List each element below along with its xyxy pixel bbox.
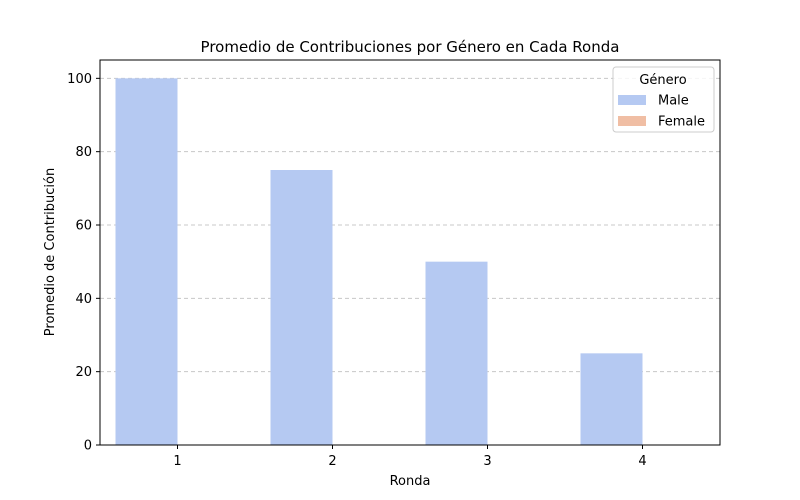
y-tick-label: 80 [75, 145, 92, 160]
x-axis-label: Ronda [390, 474, 431, 489]
y-axis-label: Promedio de Contribución [43, 168, 58, 336]
bar-male-ronda-4 [580, 353, 643, 445]
chart-title: Promedio de Contribuciones por Género en… [201, 38, 620, 56]
legend-label-male: Male [658, 94, 689, 109]
x-tick-label: 1 [173, 454, 181, 469]
x-axis-ticks: 1 2 3 4 [173, 445, 647, 469]
bars-layer [115, 78, 643, 445]
legend-box [612, 66, 715, 133]
legend: Género Male Female [612, 66, 715, 133]
y-tick-label: 20 [75, 365, 92, 380]
legend-items: Male Female [618, 94, 705, 130]
legend-title: Género [639, 73, 686, 88]
x-tick-label: 3 [483, 454, 491, 469]
legend-label-female: Female [658, 115, 705, 130]
y-tick-label: 100 [67, 72, 92, 87]
y-tick-label: 0 [84, 439, 92, 454]
bar-male-ronda-2 [270, 170, 333, 445]
y-tick-label: 40 [75, 292, 92, 307]
bar-male-ronda-3 [425, 261, 488, 445]
plot-frame [99, 59, 721, 446]
y-axis-ticks: 0 20 40 60 80 100 [67, 72, 100, 454]
legend-swatch-male [618, 95, 646, 105]
bar-male-ronda-1 [115, 78, 178, 445]
y-tick-label: 60 [75, 219, 92, 234]
legend-swatch-female [618, 116, 646, 126]
x-tick-label: 4 [638, 454, 646, 469]
x-tick-label: 2 [328, 454, 336, 469]
